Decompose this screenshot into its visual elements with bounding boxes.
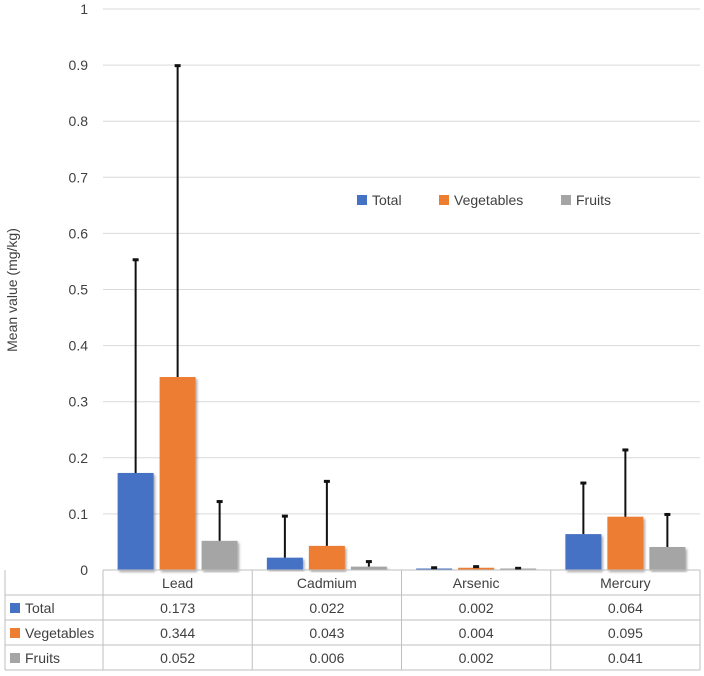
y-axis-label: Mean value (mg/kg) xyxy=(4,228,20,352)
table-swatch-total xyxy=(10,603,20,613)
bar-total-cadmium xyxy=(266,557,303,570)
bar-vegetables-cadmium xyxy=(308,545,345,570)
table-cell-total-arsenic: 0.002 xyxy=(459,600,494,616)
bar-fruits-lead xyxy=(201,540,238,570)
legend: Total Vegetables Fruits xyxy=(357,192,611,208)
error-bars xyxy=(132,64,671,570)
y-tick-label: 1 xyxy=(80,1,88,17)
table-cell-vegetables-mercury: 0.095 xyxy=(608,625,643,641)
y-tick-label: 0.3 xyxy=(69,394,89,410)
bar-total-mercury xyxy=(565,534,602,570)
table-row-label-vegetables: Vegetables xyxy=(25,625,94,641)
bar-total-lead xyxy=(117,472,154,570)
table-cell-fruits-cadmium: 0.006 xyxy=(309,650,344,666)
table-cell-fruits-arsenic: 0.002 xyxy=(459,650,494,666)
table-swatch-fruits xyxy=(10,653,20,663)
y-tick-label: 0.4 xyxy=(69,338,89,354)
x-tick-label-mercury: Mercury xyxy=(600,575,651,591)
table-swatch-vegetables xyxy=(10,628,20,638)
y-tick-label: 0.2 xyxy=(69,450,89,466)
y-tick-label: 0.6 xyxy=(69,225,89,241)
bar-vegetables-mercury xyxy=(607,516,644,570)
y-tick-label: 0 xyxy=(80,562,88,578)
table-cell-total-mercury: 0.064 xyxy=(608,600,643,616)
y-tick-label: 0.5 xyxy=(69,282,89,298)
bar-fruits-mercury xyxy=(649,546,686,570)
legend-label-vegetables: Vegetables xyxy=(454,192,523,208)
table-cell-vegetables-lead: 0.344 xyxy=(160,625,195,641)
y-tick-label: 0.8 xyxy=(69,113,89,129)
data-table: Lead Cadmium Arsenic Mercury Total 0.173 0.022… xyxy=(4,569,701,671)
bar-vegetables-arsenic xyxy=(458,567,495,570)
gridlines xyxy=(103,8,700,571)
legend-swatch-fruits xyxy=(561,195,571,205)
legend-swatch-total xyxy=(357,195,367,205)
table-cell-fruits-mercury: 0.041 xyxy=(608,650,643,666)
table-cell-fruits-lead: 0.052 xyxy=(160,650,195,666)
bar-fruits-cadmium xyxy=(350,566,387,570)
table-cell-vegetables-arsenic: 0.004 xyxy=(459,625,494,641)
y-tick-label: 0.1 xyxy=(69,506,89,522)
x-tick-label-cadmium: Cadmium xyxy=(297,575,357,591)
y-axis-ticks: 0 0.1 0.2 0.3 0.4 0.5 0.6 0.7 0.8 0.9 1 xyxy=(69,1,89,578)
table-row-label-total: Total xyxy=(25,600,55,616)
table-cell-total-lead: 0.173 xyxy=(160,600,195,616)
table-cell-total-cadmium: 0.022 xyxy=(309,600,344,616)
x-tick-label-arsenic: Arsenic xyxy=(453,575,500,591)
legend-label-fruits: Fruits xyxy=(576,192,611,208)
bar-vegetables-lead xyxy=(159,377,196,570)
legend-swatch-vegetables xyxy=(439,195,449,205)
y-tick-label: 0.7 xyxy=(69,169,89,185)
x-tick-label-lead: Lead xyxy=(162,575,193,591)
table-row-label-fruits: Fruits xyxy=(25,650,60,666)
table-cell-vegetables-cadmium: 0.043 xyxy=(309,625,344,641)
y-tick-label: 0.9 xyxy=(69,57,89,73)
legend-label-total: Total xyxy=(372,192,402,208)
bars xyxy=(117,377,686,570)
